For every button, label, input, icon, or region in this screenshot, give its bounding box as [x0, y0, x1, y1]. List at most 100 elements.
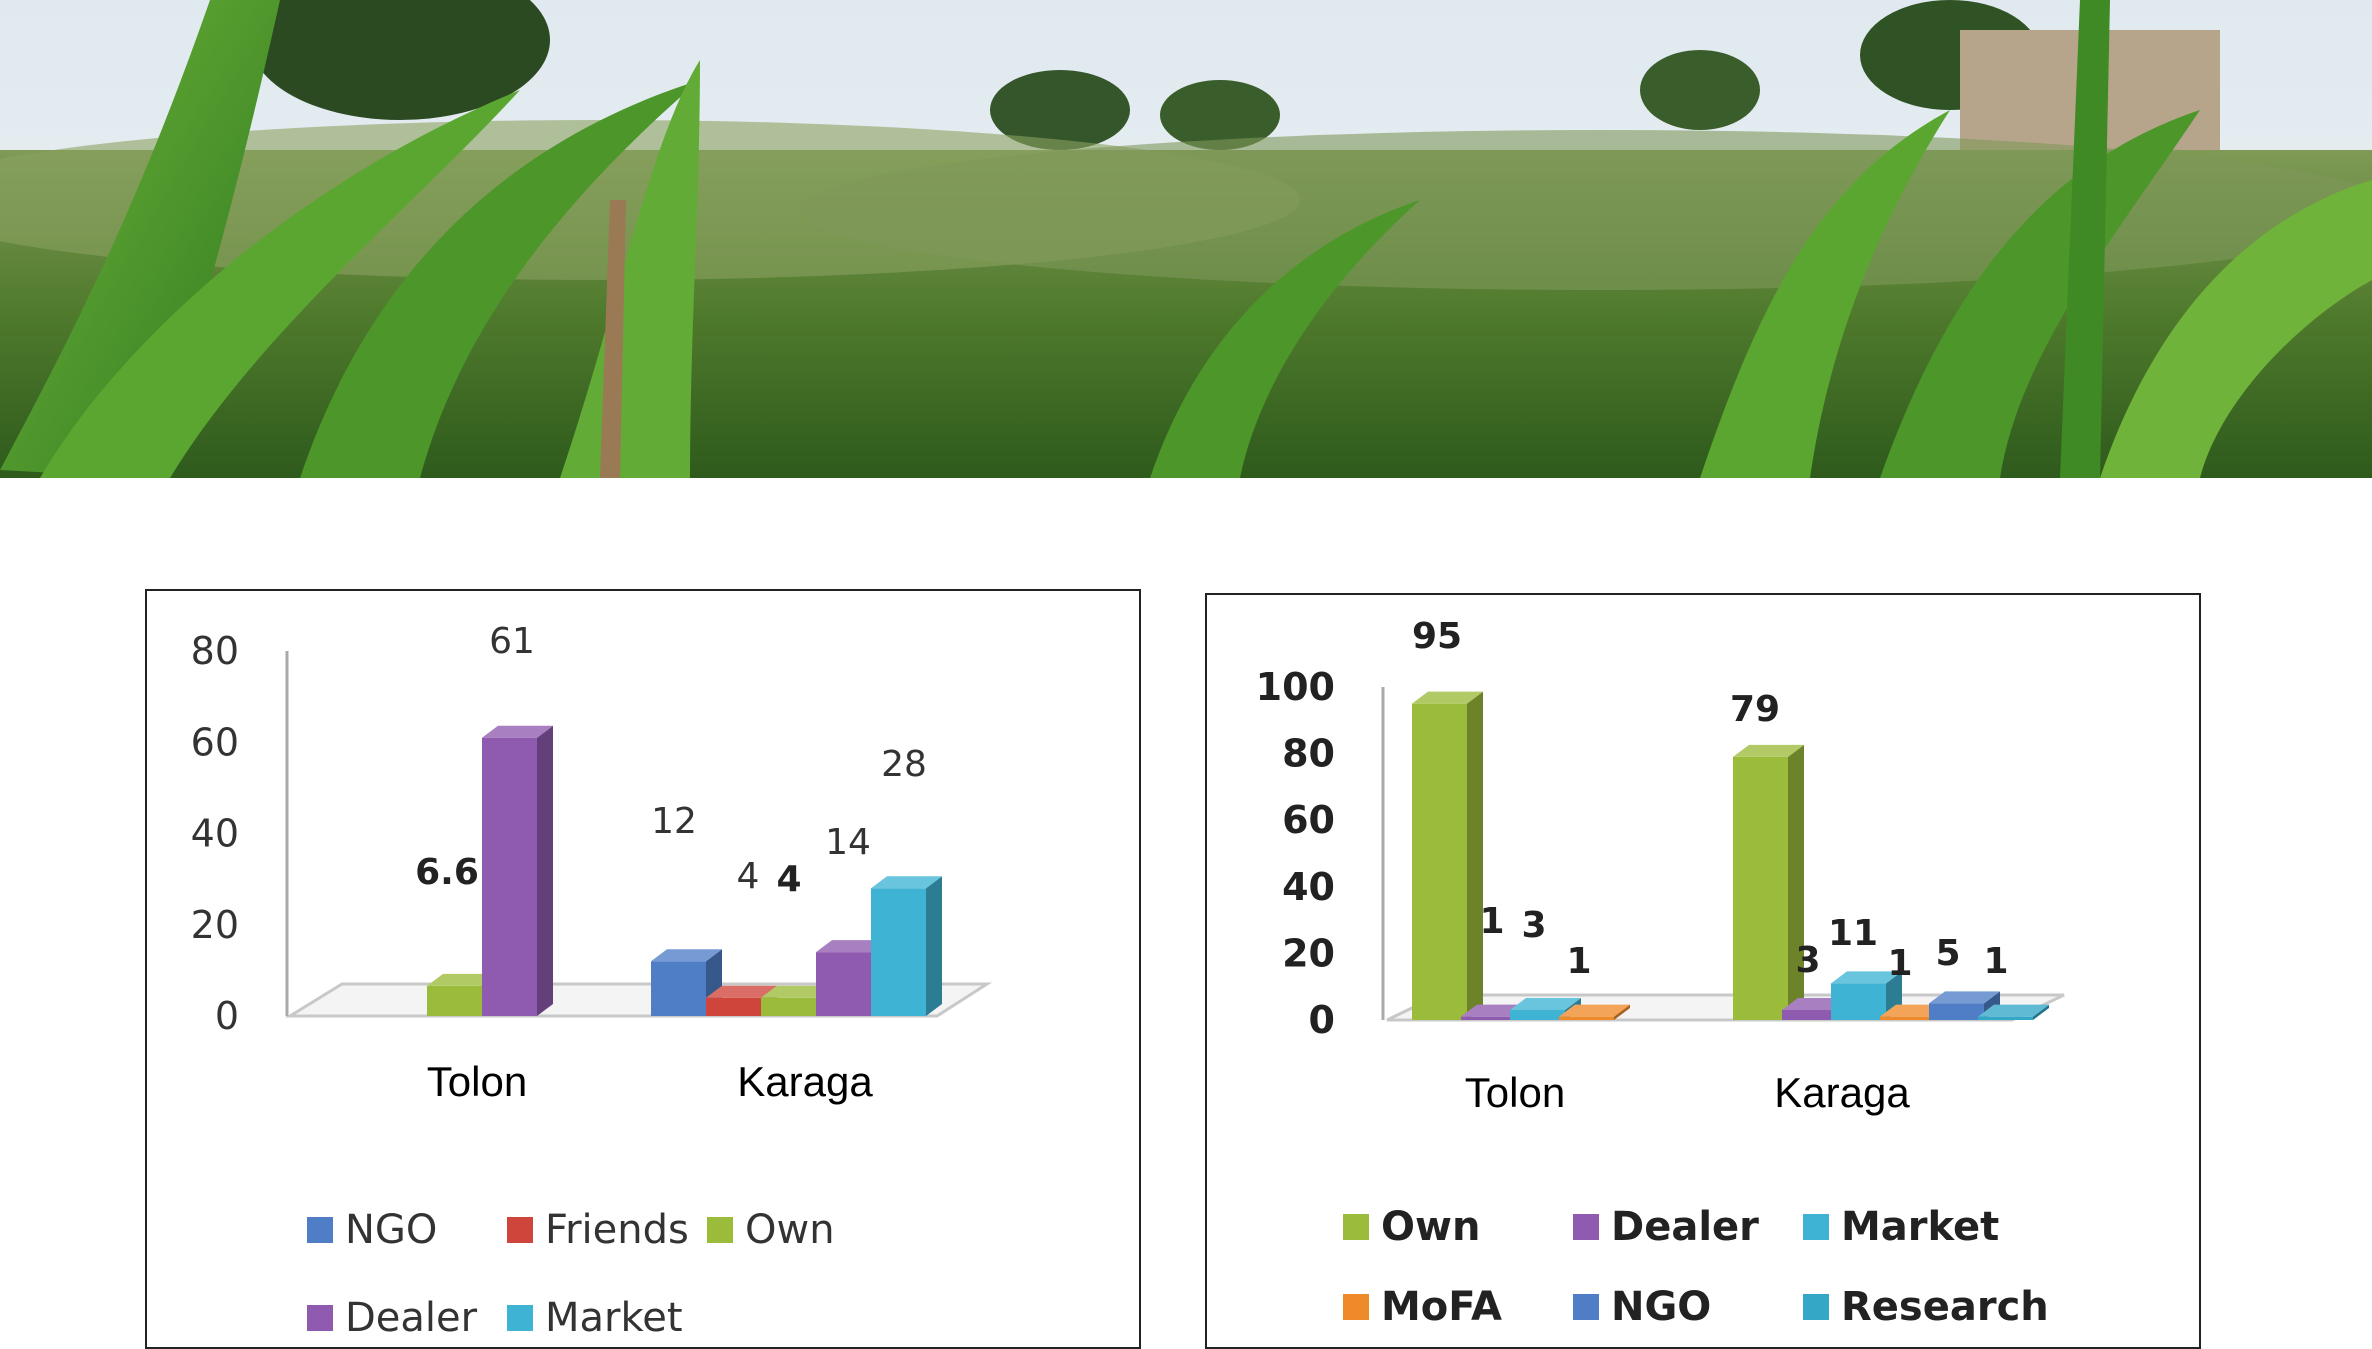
legend-swatch-dealer [1573, 1214, 1599, 1240]
bar-karaga-friends [706, 985, 777, 1016]
bar-front [1880, 1016, 1935, 1020]
bar-front [1929, 1003, 1984, 1020]
y-tick-label: 100 [1256, 665, 1335, 709]
bar-front [761, 997, 816, 1016]
bar-front [1461, 1016, 1516, 1020]
bar-top [1559, 1004, 1630, 1017]
legend-swatch-research [1803, 1294, 1829, 1320]
data-label: 28 [881, 744, 927, 785]
bar-top [1831, 971, 1902, 984]
data-label: 5 [1935, 933, 1960, 974]
data-label: 95 [1412, 616, 1462, 657]
legend-swatch-own [1343, 1214, 1369, 1240]
data-label: 61 [489, 621, 535, 662]
bar-top [427, 973, 498, 986]
bar-top [482, 725, 553, 738]
y-tick-label: 60 [1282, 798, 1335, 842]
data-label: 1 [1983, 941, 2008, 982]
bar-front [1733, 756, 1788, 1020]
bar-side [1614, 1004, 1630, 1020]
legend-label-friends: Friends [545, 1207, 689, 1253]
maize-field-photo [0, 0, 2372, 478]
bar-front [651, 961, 706, 1016]
y-tick-label: 60 [191, 720, 239, 764]
bar-top [1929, 991, 2000, 1004]
data-label: 6.6 [415, 852, 479, 893]
data-label: 14 [825, 822, 871, 863]
bar-top [816, 940, 887, 953]
bar-front [816, 952, 871, 1016]
chart-panel-right: 0 20 40 60 80 100 95 1 3 1 79 3 11 1 5 1 Tolon Karaga Own D… [1205, 593, 2201, 1349]
bar-karaga-research [1978, 1004, 2049, 1020]
bar-top [706, 985, 777, 998]
bar-top [1978, 1004, 2049, 1017]
legend-swatch-own [707, 1217, 733, 1243]
bar-top [651, 949, 722, 962]
bar-tolon-mofa [1559, 1004, 1630, 1020]
bar-front [1978, 1016, 2033, 1020]
legend-swatch-market [507, 1305, 533, 1331]
bar-side [2033, 1004, 2049, 1020]
y-tick-label: 0 [1309, 998, 1335, 1042]
category-label-tolon: Tolon [1465, 1069, 1565, 1116]
bar-top [1733, 744, 1804, 757]
data-label: 1 [1479, 901, 1504, 942]
maize-field-icon [0, 0, 2372, 478]
legend-label-own: Own [745, 1207, 835, 1253]
bar-side [1788, 744, 1804, 1020]
legend-label-ngo: NGO [1611, 1284, 1711, 1330]
data-label: 4 [776, 859, 801, 900]
bar-side [537, 725, 553, 1016]
bar-front [1412, 703, 1467, 1020]
y-tick-label: 0 [215, 994, 239, 1038]
legend-swatch-dealer [307, 1305, 333, 1331]
bar-tolon-own [1412, 691, 1483, 1020]
category-label-tolon: Tolon [427, 1058, 527, 1105]
data-label: 79 [1730, 689, 1780, 730]
bar-karaga-market [1831, 971, 1902, 1020]
bar-front [1510, 1010, 1565, 1020]
legend-swatch-market [1803, 1214, 1829, 1240]
category-label-karaga: Karaga [737, 1058, 873, 1105]
bar-top [761, 985, 832, 998]
data-label: 1 [1887, 943, 1912, 984]
legend-swatch-friends [507, 1217, 533, 1243]
bar-top [871, 876, 942, 889]
legend-label-own: Own [1381, 1204, 1480, 1250]
y-tick-label: 80 [1282, 732, 1335, 776]
bar-front [1559, 1016, 1614, 1020]
category-label-karaga: Karaga [1774, 1069, 1910, 1116]
y-tick-label: 40 [1282, 865, 1335, 909]
bar-front [1782, 1010, 1837, 1020]
bar-front [1831, 983, 1886, 1020]
data-label: 11 [1828, 913, 1878, 954]
legend-label-market: Market [1841, 1204, 1999, 1250]
bar-karaga-ngo [1929, 991, 2000, 1020]
bar-top [1510, 998, 1581, 1011]
y-tick-label: 20 [191, 903, 239, 947]
bar-side [1467, 691, 1483, 1020]
bar-karaga-own [1733, 744, 1804, 1020]
data-label: 3 [1521, 905, 1546, 946]
bar-side [926, 876, 942, 1016]
bar-karaga-market [871, 876, 942, 1016]
data-label: 3 [1795, 940, 1820, 981]
legend-label-ngo: NGO [345, 1207, 437, 1253]
y-tick-label: 80 [191, 629, 239, 673]
legend-label-dealer: Dealer [1611, 1204, 1759, 1250]
legend-label-research: Research [1841, 1284, 2049, 1330]
legend-label-dealer: Dealer [345, 1295, 478, 1341]
bar-front [871, 888, 926, 1016]
data-label: 4 [737, 856, 760, 897]
data-label: 12 [651, 801, 697, 842]
bar-front [706, 997, 761, 1016]
legend-swatch-ngo [1573, 1294, 1599, 1320]
y-tick-label: 20 [1282, 931, 1335, 975]
y-tick-label: 40 [191, 812, 239, 856]
legend-label-mofa: MoFA [1381, 1284, 1502, 1330]
data-label: 1 [1566, 941, 1591, 982]
bar-front [427, 985, 482, 1016]
legend-swatch-mofa [1343, 1294, 1369, 1320]
legend-swatch-ngo [307, 1217, 333, 1243]
